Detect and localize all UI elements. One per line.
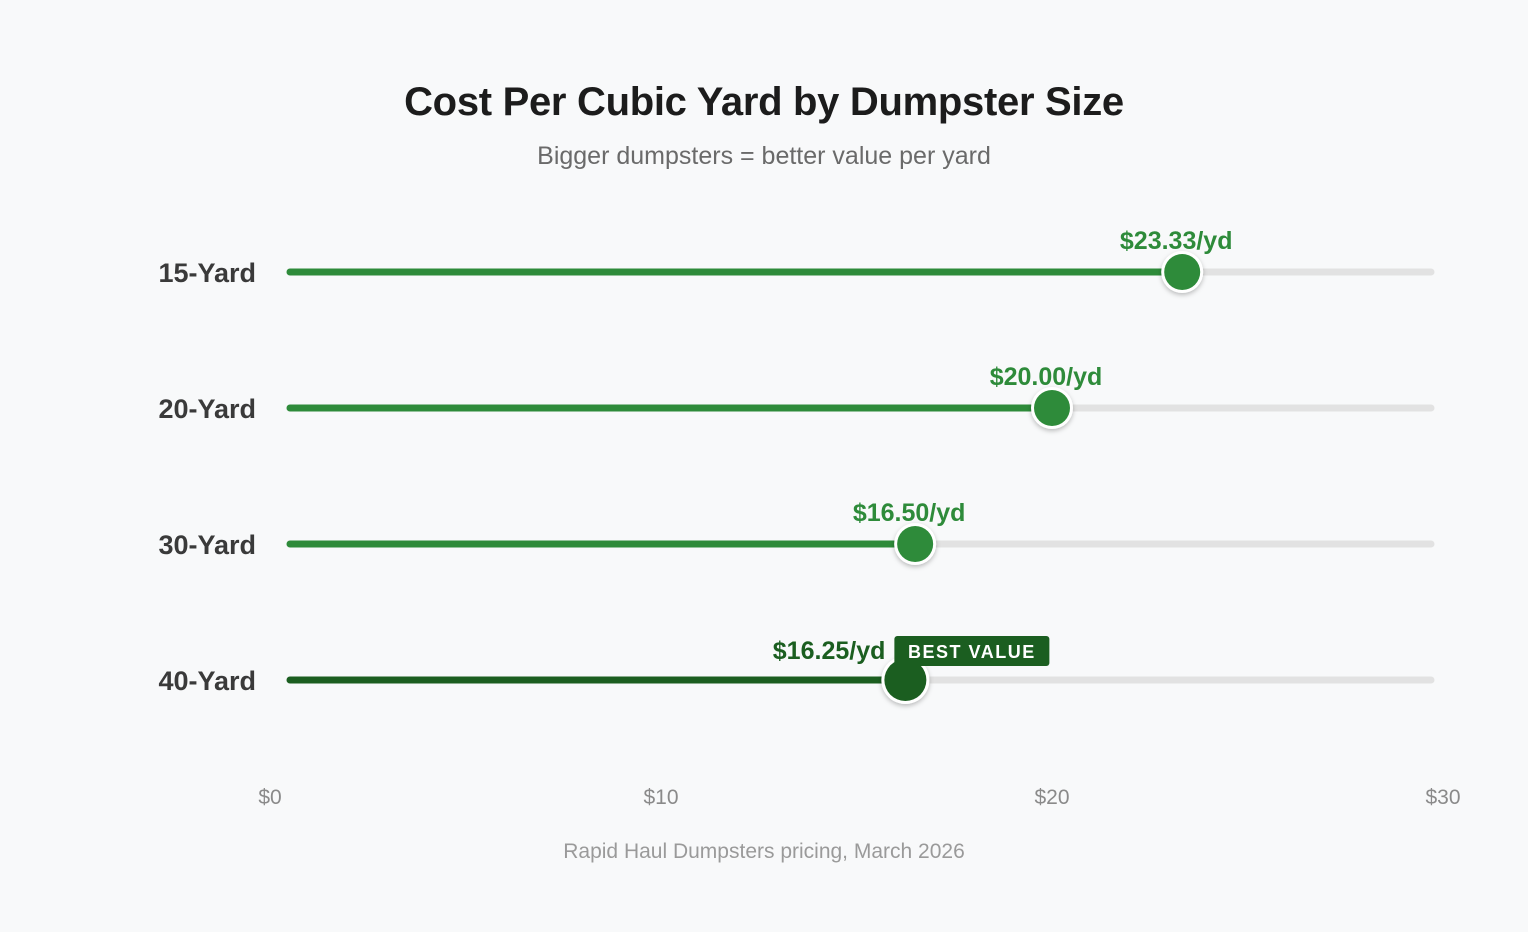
value-label-30-yard: $16.50/yd — [853, 499, 966, 527]
best-value-badge — [894, 636, 1050, 666]
value-label-15-yard: $23.33/yd — [1120, 227, 1233, 255]
x-tick-label-20: $20 — [1034, 786, 1069, 809]
chart-subtitle: Bigger dumpsters = better value per yard — [537, 142, 991, 170]
chart-source: Rapid Haul Dumpsters pricing, March 2026 — [563, 840, 965, 863]
dot-20-yard — [1034, 390, 1070, 426]
category-label-20-yard: 20-Yard — [158, 394, 256, 424]
value-label-40-yard: $16.25/yd — [773, 637, 886, 665]
category-label-40-yard: 40-Yard — [158, 666, 256, 696]
best-value-badge-text: BEST VALUE — [908, 642, 1036, 662]
chart-title: Cost Per Cubic Yard by Dumpster Size — [404, 80, 1124, 124]
category-label-30-yard: 30-Yard — [158, 530, 256, 560]
dot-40-yard — [884, 659, 927, 701]
dot-30-yard — [897, 526, 934, 562]
dot-15-yard — [1164, 254, 1201, 290]
x-tick-label-10: $10 — [643, 786, 678, 809]
value-label-20-yard: $20.00/yd — [990, 363, 1103, 391]
x-tick-label-30: $30 — [1425, 786, 1460, 809]
category-label-15-yard: 15-Yard — [158, 258, 256, 288]
x-tick-label-0: $0 — [258, 786, 281, 809]
